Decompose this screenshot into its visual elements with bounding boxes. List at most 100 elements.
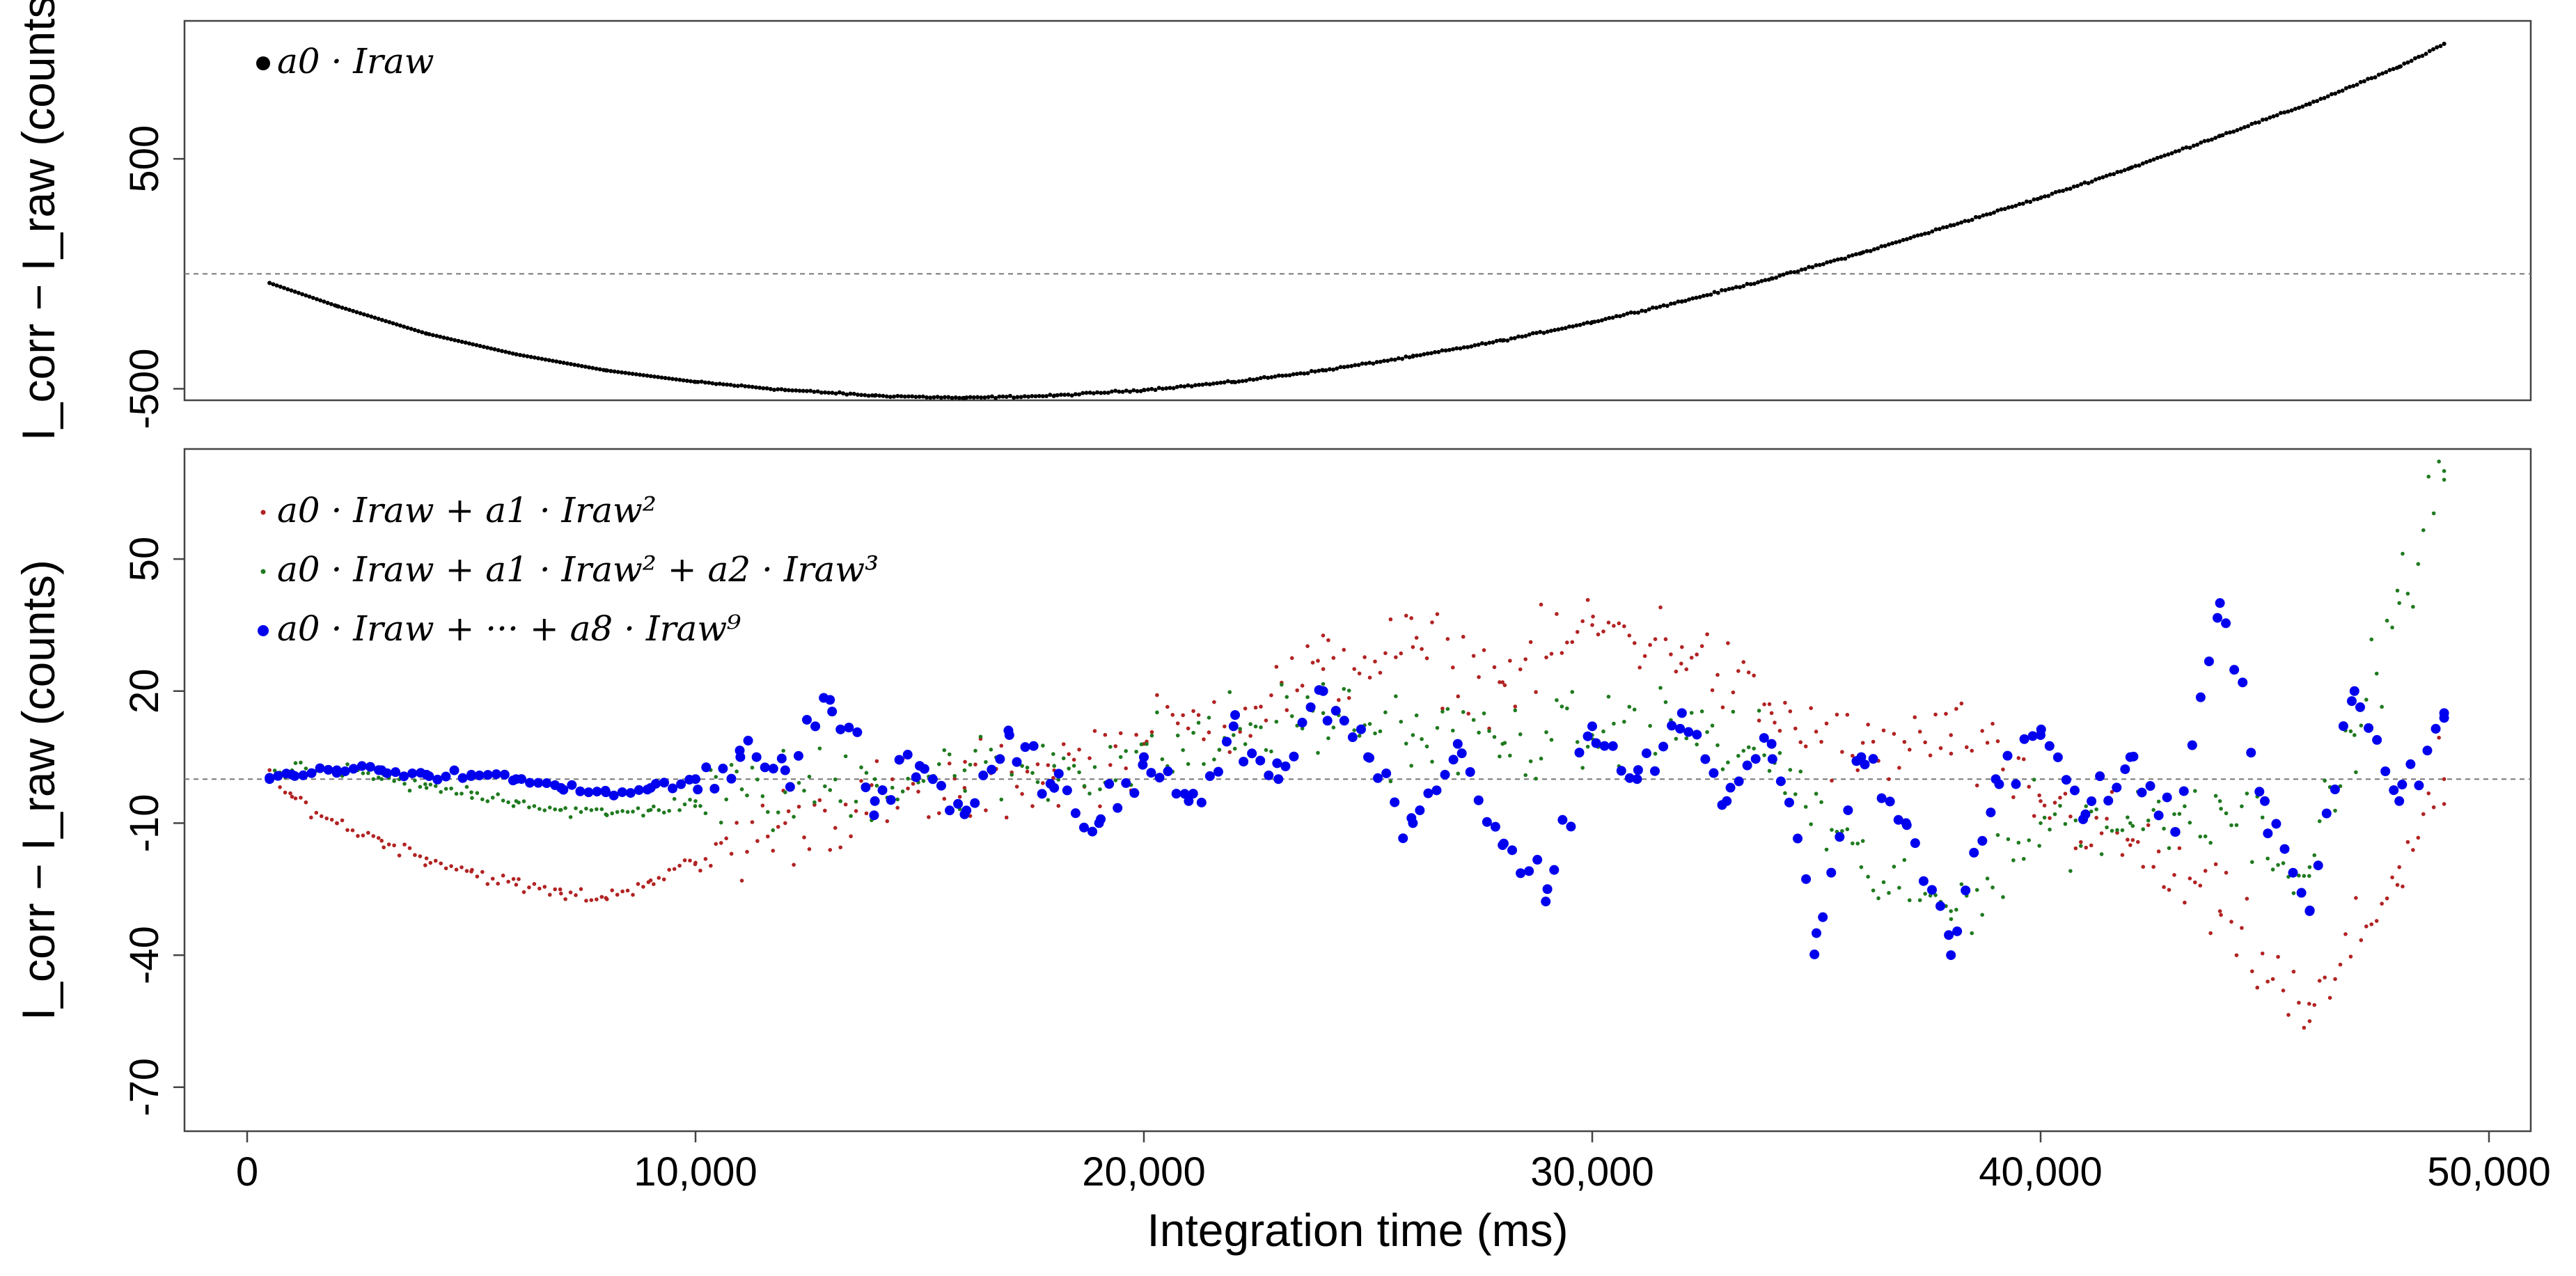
data-point bbox=[2050, 191, 2055, 196]
data-point bbox=[1113, 803, 1123, 813]
data-point bbox=[2395, 883, 2400, 887]
data-point bbox=[1617, 621, 1621, 626]
data-point bbox=[2255, 985, 2260, 990]
data-point bbox=[1821, 262, 1825, 267]
data-point bbox=[1767, 769, 1772, 773]
data-point bbox=[2401, 884, 2405, 889]
data-point bbox=[449, 765, 460, 775]
data-point bbox=[2042, 803, 2047, 808]
data-point bbox=[1120, 389, 1125, 394]
data-point bbox=[1134, 732, 1138, 737]
data-point bbox=[978, 734, 983, 739]
data-point bbox=[1487, 729, 1491, 733]
data-point bbox=[1471, 718, 1476, 722]
data-point bbox=[1096, 814, 1106, 824]
data-point bbox=[1179, 384, 1184, 388]
data-point bbox=[391, 767, 401, 778]
data-point bbox=[466, 771, 476, 781]
data-point bbox=[1477, 730, 1481, 735]
data-point bbox=[1549, 737, 1554, 742]
data-point bbox=[838, 845, 842, 850]
data-point bbox=[1113, 388, 1118, 393]
data-point bbox=[1041, 781, 1045, 785]
data-point bbox=[1321, 633, 1326, 638]
data-point bbox=[1954, 908, 1958, 912]
data-point bbox=[1273, 374, 1278, 379]
data-point bbox=[2364, 723, 2374, 733]
data-point bbox=[1445, 637, 1450, 641]
data-point bbox=[790, 388, 795, 393]
data-point bbox=[2162, 885, 2166, 890]
data-point bbox=[2158, 155, 2163, 159]
data-point bbox=[2195, 692, 2206, 702]
data-point bbox=[1679, 661, 1683, 666]
data-point bbox=[306, 768, 317, 778]
data-point bbox=[1228, 721, 1239, 732]
data-point bbox=[1274, 665, 1279, 669]
data-point bbox=[1236, 379, 1241, 384]
data-point bbox=[1163, 766, 1173, 777]
data-point bbox=[1904, 237, 1909, 242]
data-point bbox=[625, 810, 630, 814]
data-point bbox=[2263, 828, 2273, 839]
data-point bbox=[441, 335, 446, 340]
data-point bbox=[1430, 759, 1434, 764]
data-point bbox=[2351, 84, 2356, 88]
data-point bbox=[874, 759, 879, 764]
data-point bbox=[2130, 824, 2135, 828]
data-point bbox=[1109, 389, 1114, 394]
data-point bbox=[1560, 651, 1564, 655]
data-point bbox=[634, 785, 644, 795]
data-point bbox=[1146, 387, 1151, 392]
data-point bbox=[1381, 768, 1392, 778]
data-point bbox=[2087, 796, 2097, 806]
data-point bbox=[735, 769, 739, 774]
data-point bbox=[1425, 351, 1430, 356]
data-point bbox=[1658, 304, 1663, 309]
data-point bbox=[2043, 194, 2048, 199]
data-point bbox=[776, 753, 787, 764]
data-point bbox=[1539, 756, 1544, 761]
data-point bbox=[783, 821, 787, 826]
data-point bbox=[1902, 858, 1907, 863]
data-point bbox=[1030, 771, 1035, 775]
data-point bbox=[1918, 876, 1929, 886]
data-point bbox=[872, 777, 877, 781]
data-point bbox=[1388, 617, 1393, 622]
data-point bbox=[2011, 858, 2016, 863]
data-point bbox=[1186, 383, 1191, 388]
data-point bbox=[2215, 598, 2225, 608]
data-point bbox=[830, 391, 835, 395]
data-point bbox=[1003, 725, 1014, 736]
data-point bbox=[1850, 753, 1855, 758]
data-point bbox=[841, 391, 846, 396]
data-point bbox=[920, 394, 925, 399]
data-point bbox=[1589, 321, 1594, 326]
data-point bbox=[427, 332, 432, 337]
data-point bbox=[457, 773, 468, 783]
data-point bbox=[796, 804, 801, 809]
data-point bbox=[1807, 265, 1812, 269]
data-point bbox=[1276, 373, 1281, 378]
data-point bbox=[2151, 865, 2155, 869]
data-point bbox=[1727, 287, 1731, 292]
data-point bbox=[641, 813, 645, 818]
data-point bbox=[1622, 719, 1626, 724]
data-point bbox=[407, 846, 412, 851]
data-point bbox=[2112, 172, 2116, 177]
data-point bbox=[599, 807, 604, 812]
data-point bbox=[1879, 244, 1884, 249]
data-point bbox=[1212, 700, 1216, 704]
data-point bbox=[729, 851, 734, 856]
data-point bbox=[2183, 900, 2187, 905]
data-point bbox=[584, 806, 588, 811]
data-point bbox=[449, 786, 453, 791]
data-point bbox=[1892, 732, 1896, 736]
data-point bbox=[1861, 250, 1866, 255]
data-point bbox=[1548, 329, 1553, 333]
data-point bbox=[1627, 633, 1632, 638]
data-point bbox=[667, 867, 671, 872]
series-1-0 bbox=[267, 598, 2447, 1030]
data-point bbox=[1672, 301, 1677, 306]
data-point bbox=[315, 763, 325, 773]
